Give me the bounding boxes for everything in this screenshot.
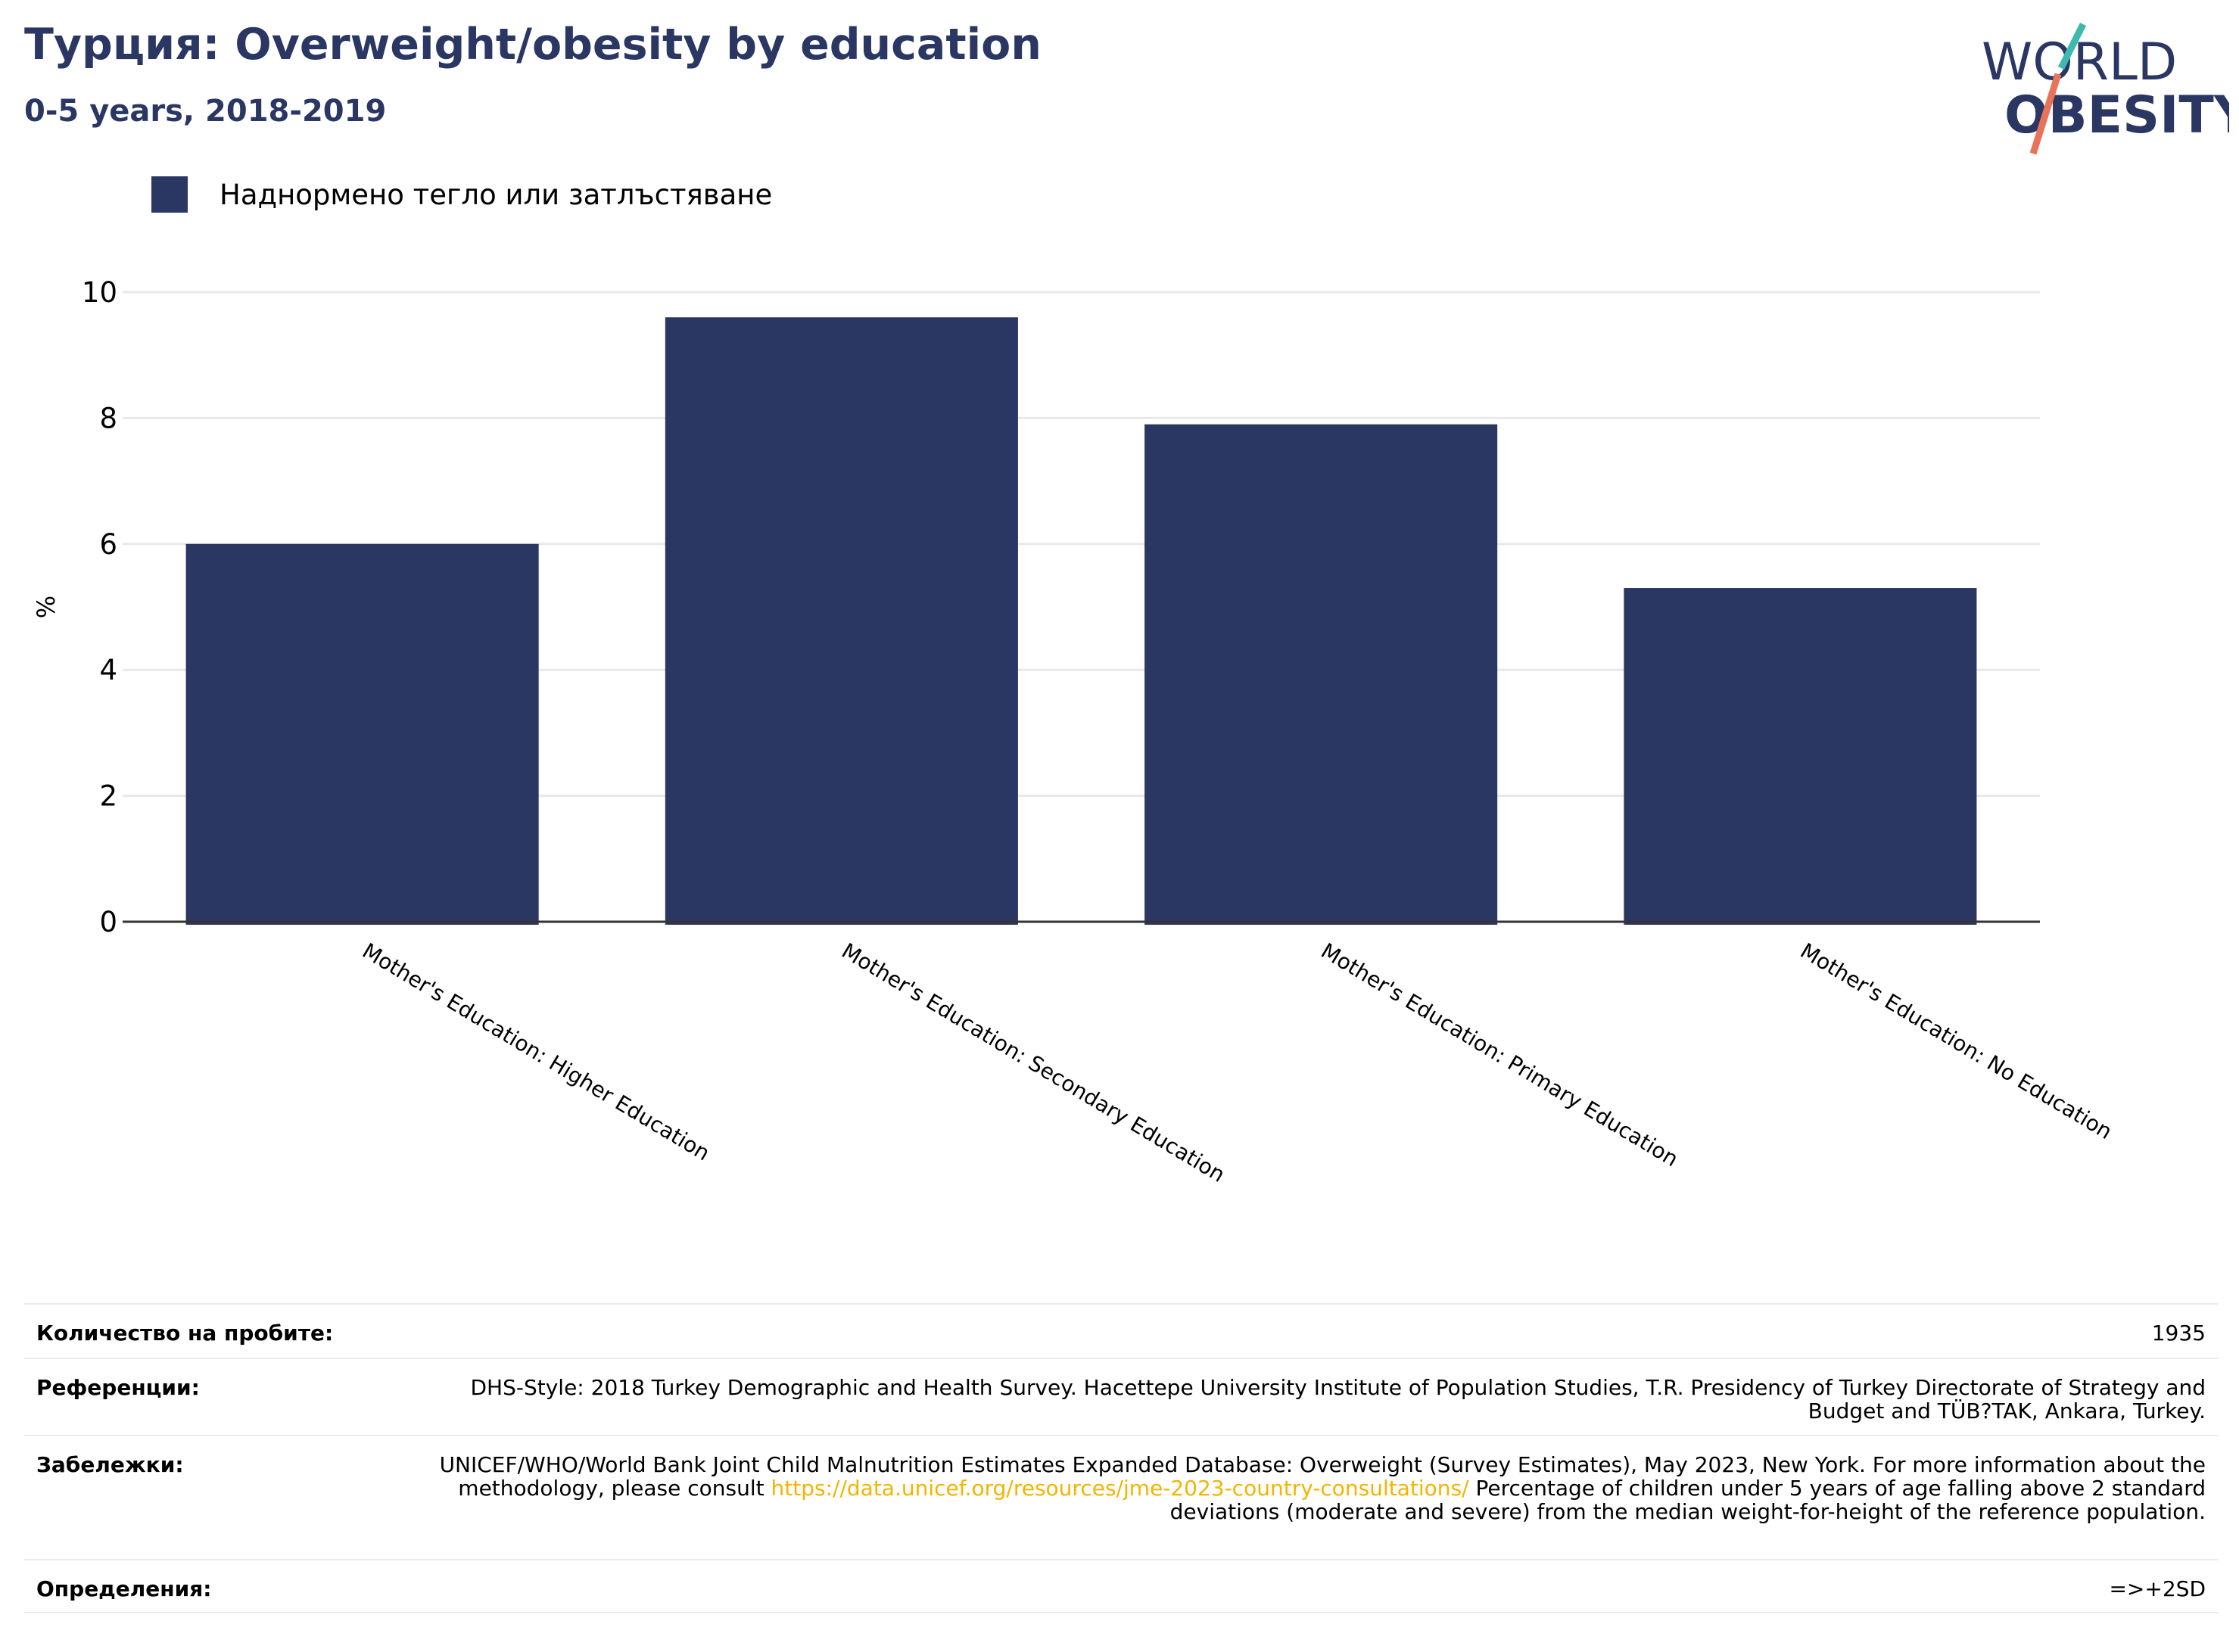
- info-table: Количество на пробите: 1935 Референции: …: [24, 1303, 2218, 1613]
- bar: [1144, 424, 1498, 925]
- references-value: DHS-Style: 2018 Turkey Demographic and H…: [470, 1375, 2206, 1423]
- x-tick-label: Mother's Education: Primary Education: [1317, 938, 1683, 1172]
- world-obesity-logo: WORLD OBESITY: [1982, 22, 2229, 155]
- info-row-definitions: Определения: =>+2SD: [24, 1559, 2218, 1613]
- x-tick-label: Mother's Education: No Education: [1796, 938, 2116, 1144]
- y-axis-label: %: [32, 596, 61, 618]
- legend-label: Наднормено тегло или затлъстяване: [220, 178, 773, 211]
- logo-slash-teal: [2057, 22, 2087, 70]
- x-tick-labels: Mother's Education: Higher Education Moth…: [358, 938, 2116, 1187]
- legend: Наднормено тегло или затлъстяване: [151, 176, 772, 213]
- notes-text-after: Percentage of children under 5 years of …: [1169, 1476, 2206, 1524]
- references-label: Референции:: [36, 1375, 200, 1400]
- notes-label: Забележки:: [36, 1452, 184, 1477]
- y-tick-label: 4: [99, 654, 117, 686]
- info-row-sample-size: Количество на пробите: 1935: [24, 1303, 2218, 1358]
- y-tick-label: 8: [99, 402, 117, 434]
- y-tick-label: 2: [99, 780, 117, 813]
- info-row-references: Референции: DHS-Style: 2018 Turkey Demog…: [24, 1358, 2218, 1435]
- sample-size-label: Количество на пробите:: [36, 1321, 334, 1346]
- bar-chart: 0 2 4 6 8 10 Mother's Education: Higher Educa…: [32, 276, 2116, 1187]
- y-tick-label: 6: [99, 528, 117, 561]
- bar: [185, 543, 539, 925]
- logo-slash-coral: [2029, 73, 2062, 155]
- logo-text-world: WORLD: [1982, 33, 2177, 92]
- x-tick-label: Mother's Education: Secondary Education: [837, 938, 1229, 1187]
- info-row-notes: Забележки: UNICEF/WHO/World Bank Joint C…: [24, 1435, 2218, 1559]
- bars: [185, 317, 1977, 925]
- definitions-label: Определения:: [36, 1576, 212, 1601]
- chart-title: Турция: Overweight/obesity by education: [24, 20, 1042, 70]
- legend-swatch: [151, 176, 188, 213]
- y-tick-label: 10: [82, 276, 117, 309]
- bar: [665, 317, 1018, 925]
- chart-subtitle: 0-5 years, 2018-2019: [24, 94, 387, 129]
- y-tick-labels: 0 2 4 6 8 10: [82, 276, 117, 938]
- definitions-value: =>+2SD: [2109, 1576, 2206, 1601]
- bar: [1624, 588, 1977, 925]
- notes-text-before: UNICEF/WHO/World Bank Joint Child Malnut…: [439, 1452, 2206, 1501]
- x-tick-label: Mother's Education: Higher Education: [358, 938, 714, 1166]
- sample-size-value: 1935: [2151, 1321, 2206, 1346]
- methodology-link[interactable]: https://data.unicef.org/resources/jme-20…: [771, 1476, 1469, 1501]
- notes-value: UNICEF/WHO/World Bank Joint Child Malnut…: [411, 1453, 2206, 1523]
- y-tick-label: 0: [99, 906, 117, 938]
